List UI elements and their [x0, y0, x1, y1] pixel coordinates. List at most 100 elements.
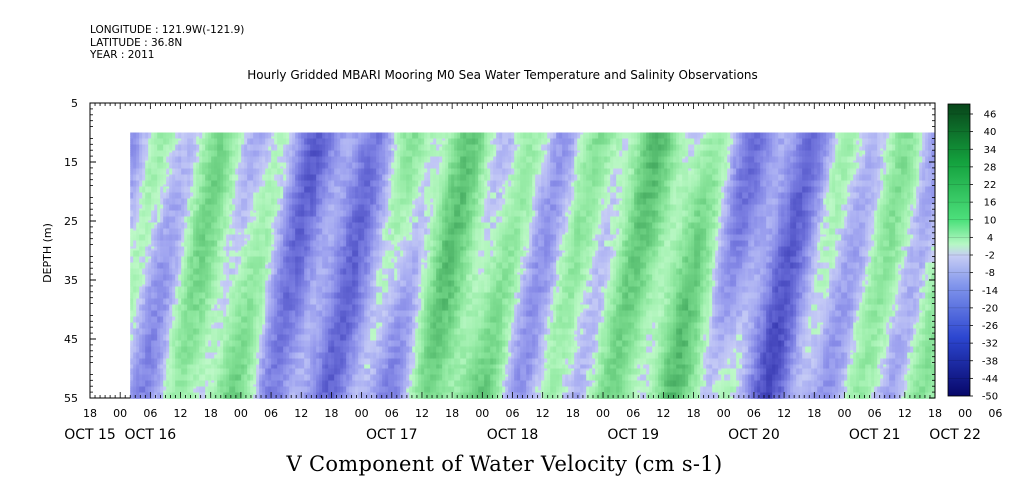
- heat-cell: [139, 207, 142, 209]
- heat-cell: [199, 275, 202, 277]
- heat-cell: [178, 239, 181, 241]
- heat-cell: [232, 363, 235, 365]
- heat-cell: [241, 143, 244, 145]
- heat-cell: [157, 147, 160, 149]
- heat-cell: [223, 149, 226, 151]
- heat-cell: [166, 281, 169, 283]
- heat-cell: [226, 221, 229, 223]
- heat-cell: [220, 255, 223, 257]
- heat-cell: [220, 187, 223, 189]
- heat-cell: [154, 187, 157, 189]
- heat-cell: [154, 155, 157, 157]
- heat-cell: [154, 315, 157, 317]
- heat-cell: [214, 165, 217, 167]
- heat-cell: [172, 315, 175, 317]
- heat-cell: [241, 221, 244, 223]
- heat-cell: [190, 313, 193, 315]
- heat-cell: [238, 333, 241, 335]
- heat-cell: [142, 137, 145, 139]
- heat-cell: [139, 389, 142, 391]
- heat-cell: [190, 297, 193, 299]
- heat-cell: [202, 249, 205, 251]
- heat-cell: [157, 213, 160, 215]
- heat-cell: [139, 293, 142, 295]
- heat-cell: [220, 385, 223, 387]
- heat-cell: [208, 157, 211, 159]
- heat-cell: [130, 291, 133, 293]
- heat-cell: [130, 295, 133, 297]
- heat-cell: [145, 177, 148, 179]
- heat-cell: [136, 201, 139, 203]
- heat-cell: [145, 309, 148, 311]
- heat-cell: [217, 183, 220, 185]
- heat-cell: [220, 157, 223, 159]
- heat-cell: [217, 253, 220, 255]
- heat-cell: [142, 389, 145, 391]
- heat-cell: [187, 275, 190, 277]
- heat-cell: [205, 383, 208, 385]
- heat-cell: [145, 245, 148, 247]
- heat-cell: [163, 215, 166, 217]
- heat-cell: [136, 169, 139, 171]
- heat-cell: [154, 153, 157, 155]
- heat-cell: [184, 383, 187, 385]
- heat-cell: [220, 215, 223, 217]
- heat-cell: [211, 223, 214, 225]
- heat-cell: [220, 325, 223, 327]
- heat-cell: [142, 307, 145, 309]
- heat-cell: [235, 375, 238, 377]
- heat-cell: [145, 283, 148, 285]
- heat-cell: [187, 249, 190, 251]
- heat-cell: [217, 381, 220, 383]
- heat-cell: [202, 173, 205, 175]
- heat-cell: [166, 369, 169, 371]
- heat-cell: [229, 263, 232, 265]
- heat-cell: [139, 311, 142, 313]
- heat-cell: [241, 195, 244, 197]
- heat-cell: [208, 181, 211, 183]
- heat-cell: [160, 203, 163, 205]
- heat-cell: [211, 247, 214, 249]
- heat-cell: [151, 187, 154, 189]
- heat-cell: [214, 267, 217, 269]
- heat-cell: [226, 167, 229, 169]
- heat-cell: [157, 347, 160, 349]
- heat-cell: [139, 221, 142, 223]
- heat-cell: [214, 177, 217, 179]
- heat-cell: [154, 239, 157, 241]
- heat-cell: [232, 149, 235, 151]
- heat-cell: [217, 329, 220, 331]
- heat-cell: [232, 365, 235, 367]
- heat-cell: [208, 227, 211, 229]
- heat-cell: [217, 249, 220, 251]
- heat-cell: [184, 329, 187, 331]
- heat-cell: [148, 231, 151, 233]
- heat-cell: [238, 137, 241, 139]
- heat-cell: [223, 255, 226, 257]
- heat-cell: [172, 357, 175, 359]
- heat-cell: [208, 251, 211, 253]
- heat-cell: [193, 177, 196, 179]
- heat-cell: [187, 257, 190, 259]
- heat-cell: [196, 329, 199, 331]
- heat-cell: [202, 175, 205, 177]
- heat-cell: [208, 353, 211, 355]
- heat-cell: [226, 159, 229, 161]
- heat-cell: [229, 245, 232, 247]
- heat-cell: [133, 393, 136, 395]
- heat-cell: [175, 391, 178, 393]
- heat-cell: [157, 381, 160, 383]
- heat-cell: [157, 329, 160, 331]
- heat-cell: [175, 221, 178, 223]
- heat-cell: [169, 235, 172, 237]
- heat-cell: [241, 171, 244, 173]
- heat-cell: [193, 255, 196, 257]
- heat-cell: [154, 237, 157, 239]
- heat-cell: [193, 343, 196, 345]
- heat-cell: [169, 375, 172, 377]
- heat-cell: [217, 361, 220, 363]
- heat-cell: [151, 195, 154, 197]
- heat-cell: [235, 253, 238, 255]
- heat-cell: [196, 321, 199, 323]
- heat-cell: [172, 237, 175, 239]
